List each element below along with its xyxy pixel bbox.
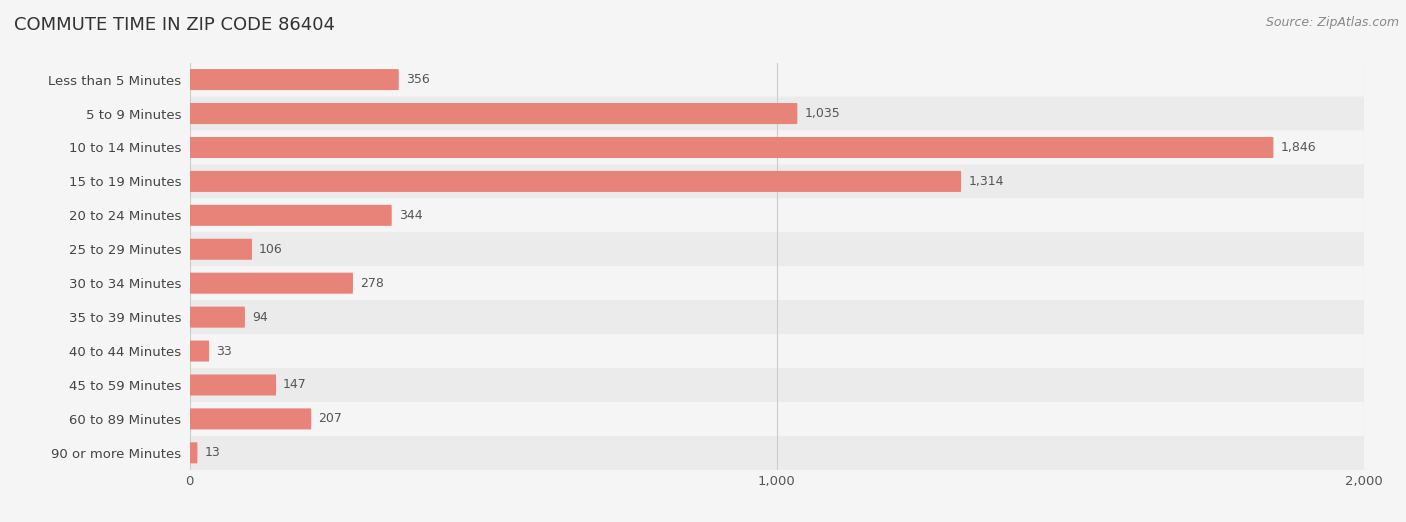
Text: 106: 106 [259,243,283,256]
FancyBboxPatch shape [190,266,1364,300]
FancyBboxPatch shape [190,442,197,464]
Text: 1,035: 1,035 [804,107,841,120]
FancyBboxPatch shape [190,137,1274,158]
Text: 94: 94 [252,311,267,324]
Text: 33: 33 [217,345,232,358]
Text: 13: 13 [204,446,221,459]
Text: 344: 344 [399,209,422,222]
FancyBboxPatch shape [190,130,1364,164]
Text: 147: 147 [283,378,307,392]
FancyBboxPatch shape [190,103,797,124]
Text: COMMUTE TIME IN ZIP CODE 86404: COMMUTE TIME IN ZIP CODE 86404 [14,16,335,33]
FancyBboxPatch shape [190,164,1364,198]
Text: Source: ZipAtlas.com: Source: ZipAtlas.com [1265,16,1399,29]
FancyBboxPatch shape [190,63,1364,97]
FancyBboxPatch shape [190,306,245,328]
FancyBboxPatch shape [190,300,1364,334]
Text: 278: 278 [360,277,384,290]
FancyBboxPatch shape [190,69,399,90]
FancyBboxPatch shape [190,334,1364,368]
FancyBboxPatch shape [190,340,209,362]
FancyBboxPatch shape [190,374,276,396]
FancyBboxPatch shape [190,402,1364,436]
Text: 1,314: 1,314 [969,175,1004,188]
FancyBboxPatch shape [190,272,353,294]
Text: 1,846: 1,846 [1281,141,1316,154]
FancyBboxPatch shape [190,436,1364,470]
FancyBboxPatch shape [190,408,311,430]
FancyBboxPatch shape [190,205,392,226]
FancyBboxPatch shape [190,232,1364,266]
FancyBboxPatch shape [190,239,252,260]
FancyBboxPatch shape [190,198,1364,232]
FancyBboxPatch shape [190,368,1364,402]
Text: 356: 356 [406,73,430,86]
Text: 207: 207 [318,412,342,425]
FancyBboxPatch shape [190,97,1364,130]
FancyBboxPatch shape [190,171,962,192]
